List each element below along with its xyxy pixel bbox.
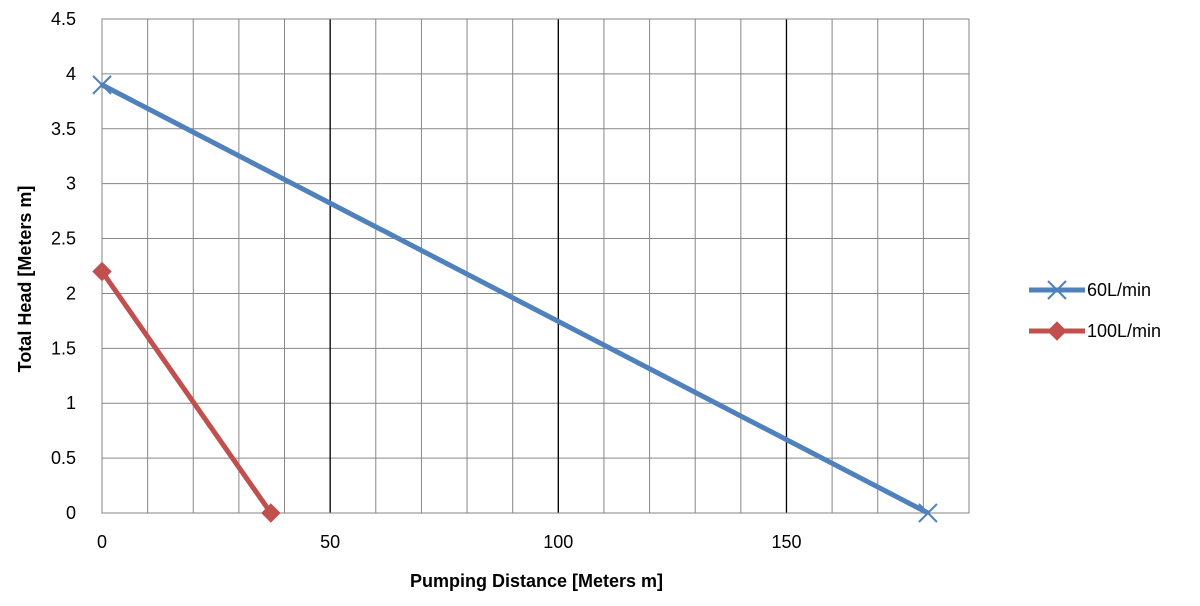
- x-axis-title: Pumping Distance [Meters m]: [410, 571, 663, 591]
- data-point: [92, 75, 112, 95]
- marker-stroke: [918, 503, 938, 523]
- series-line: [100, 82, 930, 516]
- data-point: [92, 261, 112, 282]
- grid: [101, 18, 970, 514]
- series-1: [92, 261, 281, 523]
- legend-item-0: 60L/min: [1029, 280, 1151, 300]
- series-line: [99, 270, 273, 515]
- y-tick-label: 3.5: [51, 119, 76, 139]
- y-tick-label: 4: [66, 64, 76, 84]
- y-tick-label: 2: [66, 283, 76, 303]
- marker-stroke: [92, 75, 112, 95]
- legend-label: 100L/min: [1087, 321, 1161, 341]
- legend: 60L/min 100L/min: [1029, 280, 1161, 341]
- legend-marker: [1047, 321, 1067, 341]
- x-axis-ticks: 0 50 100 150: [97, 532, 802, 552]
- legend-marker: [1047, 280, 1067, 300]
- data-point: [918, 503, 938, 523]
- x-tick-label: 150: [771, 532, 801, 552]
- data-point: [261, 503, 281, 523]
- marker-stroke: [1047, 280, 1067, 300]
- series-layer: [92, 75, 938, 523]
- y-axis-ticks: 0 0.5 1 1.5 2 2.5 3 3.5 4 4.5: [51, 9, 76, 523]
- y-tick-label: 3: [66, 174, 76, 194]
- legend-label: 60L/min: [1087, 280, 1151, 300]
- y-tick-label: 2.5: [51, 229, 76, 249]
- y-tick-label: 1: [66, 393, 76, 413]
- y-axis-title: Total Head [Meters m]: [15, 186, 35, 373]
- series-0: [92, 75, 938, 523]
- plot-border: [101, 18, 970, 514]
- y-tick-label: 1.5: [51, 338, 76, 358]
- y-tick-label: 0.5: [51, 448, 76, 468]
- x-tick-label: 100: [543, 532, 573, 552]
- y-tick-label: 0: [66, 503, 76, 523]
- legend-item-1: 100L/min: [1029, 321, 1161, 341]
- y-tick-label: 4.5: [51, 9, 76, 29]
- x-tick-label: 50: [320, 532, 340, 552]
- x-tick-label: 0: [97, 532, 107, 552]
